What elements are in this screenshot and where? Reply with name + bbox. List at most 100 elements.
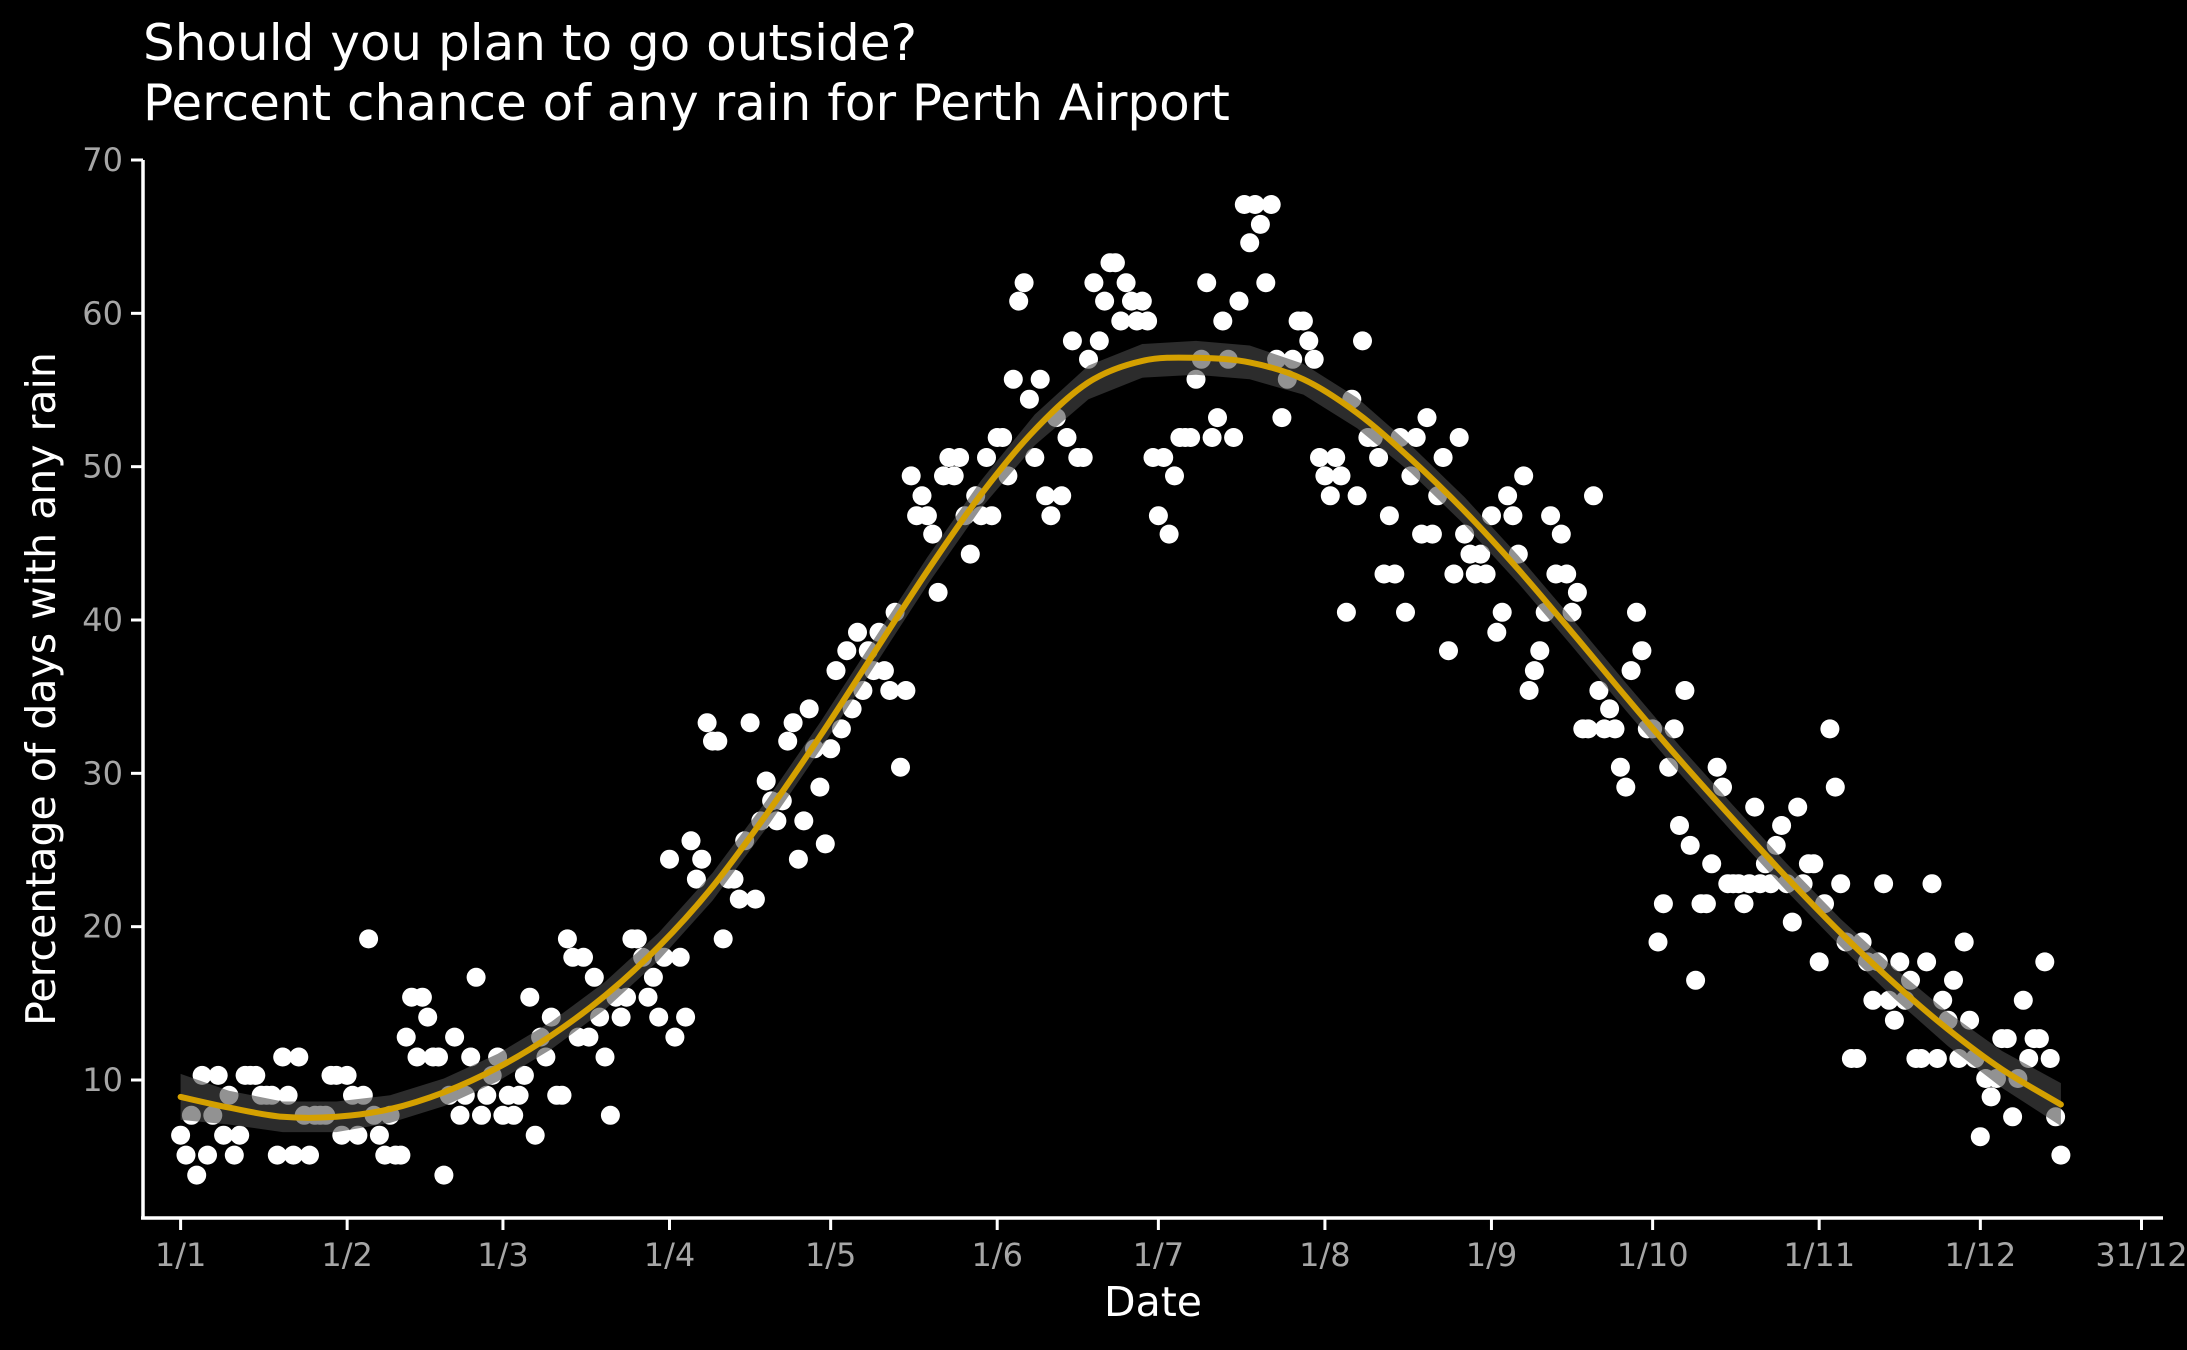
data-point: [584, 967, 604, 987]
data-point: [756, 771, 776, 791]
data-point: [359, 929, 379, 949]
data-point: [1482, 506, 1501, 526]
y-axis-ticks: 10 20 30 40 50 60 70: [82, 141, 143, 1099]
x-tick-label: 1/1: [155, 1236, 207, 1274]
data-point: [1696, 894, 1716, 914]
data-point: [407, 1047, 427, 1067]
data-point: [874, 661, 894, 681]
data-point: [1487, 622, 1507, 642]
data-point: [461, 1047, 481, 1067]
data-point: [1304, 349, 1324, 369]
y-tick-label: 70: [82, 141, 123, 179]
data-point: [1788, 797, 1808, 817]
data-point: [1272, 408, 1292, 428]
data-point: [1616, 777, 1636, 797]
data-point: [1062, 331, 1082, 351]
data-point: [708, 731, 728, 751]
data-point: [391, 1145, 411, 1165]
data-point: [445, 1027, 465, 1047]
data-point: [1449, 428, 1469, 447]
data-point: [1514, 466, 1534, 486]
data-point: [1551, 524, 1571, 544]
x-tick-label: 1/11: [1783, 1236, 1855, 1274]
data-point: [1229, 291, 1249, 311]
data-point: [896, 681, 916, 700]
data-point: [977, 448, 996, 467]
data-point: [557, 929, 577, 949]
x-tick-label: 1/4: [644, 1236, 696, 1274]
data-point: [1519, 681, 1539, 700]
data-point: [2040, 1049, 2060, 1068]
data-point: [1578, 719, 1598, 739]
data-point: [1557, 564, 1577, 584]
data-point: [697, 713, 717, 733]
data-point: [643, 967, 663, 987]
data-point: [1702, 854, 1722, 874]
y-axis-title: Percentage of days with any rain: [17, 352, 65, 1026]
data-point: [1745, 797, 1765, 817]
data-point: [799, 699, 819, 719]
data-point: [982, 506, 1002, 526]
data-point: [1670, 816, 1689, 835]
data-point: [1433, 448, 1453, 467]
x-tick-label: 31/12: [2095, 1236, 2187, 1274]
data-point: [1809, 952, 1829, 972]
data-point: [477, 1085, 497, 1105]
data-point: [198, 1145, 217, 1165]
data-point: [472, 1105, 491, 1125]
data-point: [649, 1007, 669, 1027]
data-point: [826, 661, 846, 681]
data-point: [1707, 757, 1727, 777]
data-point: [412, 987, 432, 1007]
data-point: [1245, 195, 1265, 214]
data-point: [1664, 719, 1684, 739]
data-point: [267, 1145, 287, 1165]
data-point: [176, 1145, 196, 1165]
data-point: [1686, 970, 1706, 990]
data-point: [950, 448, 970, 467]
data-point: [300, 1145, 319, 1165]
data-point: [369, 1125, 389, 1145]
data-point: [187, 1165, 207, 1185]
x-tick-label: 1/12: [1944, 1236, 2016, 1274]
data-point: [1208, 408, 1227, 428]
data-point: [1138, 311, 1158, 331]
data-point: [681, 831, 701, 851]
data-point: [1052, 486, 1072, 506]
data-point: [1782, 912, 1802, 932]
x-tick-label: 1/8: [1299, 1236, 1351, 1274]
data-point: [1299, 331, 1319, 351]
data-point: [1847, 1049, 1867, 1068]
data-point: [665, 1027, 685, 1047]
data-point: [1347, 486, 1367, 506]
data-point: [1310, 448, 1329, 467]
data-point: [1417, 408, 1437, 428]
data-point: [1648, 932, 1668, 952]
data-point: [944, 466, 964, 486]
data-point: [509, 1085, 529, 1105]
data-point: [1610, 757, 1630, 777]
data-point: [230, 1125, 250, 1145]
data-point: [1014, 273, 1034, 293]
data-point: [1003, 369, 1023, 389]
data-point: [692, 849, 712, 869]
data-point: [1970, 1127, 1990, 1147]
data-point: [960, 544, 980, 564]
data-point: [1025, 448, 1045, 467]
data-point: [1084, 273, 1104, 293]
data-point: [2003, 1107, 2023, 1127]
data-point: [1089, 331, 1109, 351]
data-point: [788, 849, 808, 869]
data-point: [901, 466, 921, 486]
data-point: [1396, 602, 1415, 622]
data-point: [917, 506, 937, 526]
data-point: [1385, 564, 1405, 584]
data-point: [676, 1007, 696, 1027]
data-point: [504, 1105, 524, 1125]
data-point: [821, 739, 841, 759]
data-point: [1030, 369, 1050, 389]
data-point: [2035, 952, 2055, 972]
data-point: [923, 524, 943, 544]
data-point: [745, 889, 765, 909]
chart-title: Should you plan to go outside?: [143, 14, 917, 72]
